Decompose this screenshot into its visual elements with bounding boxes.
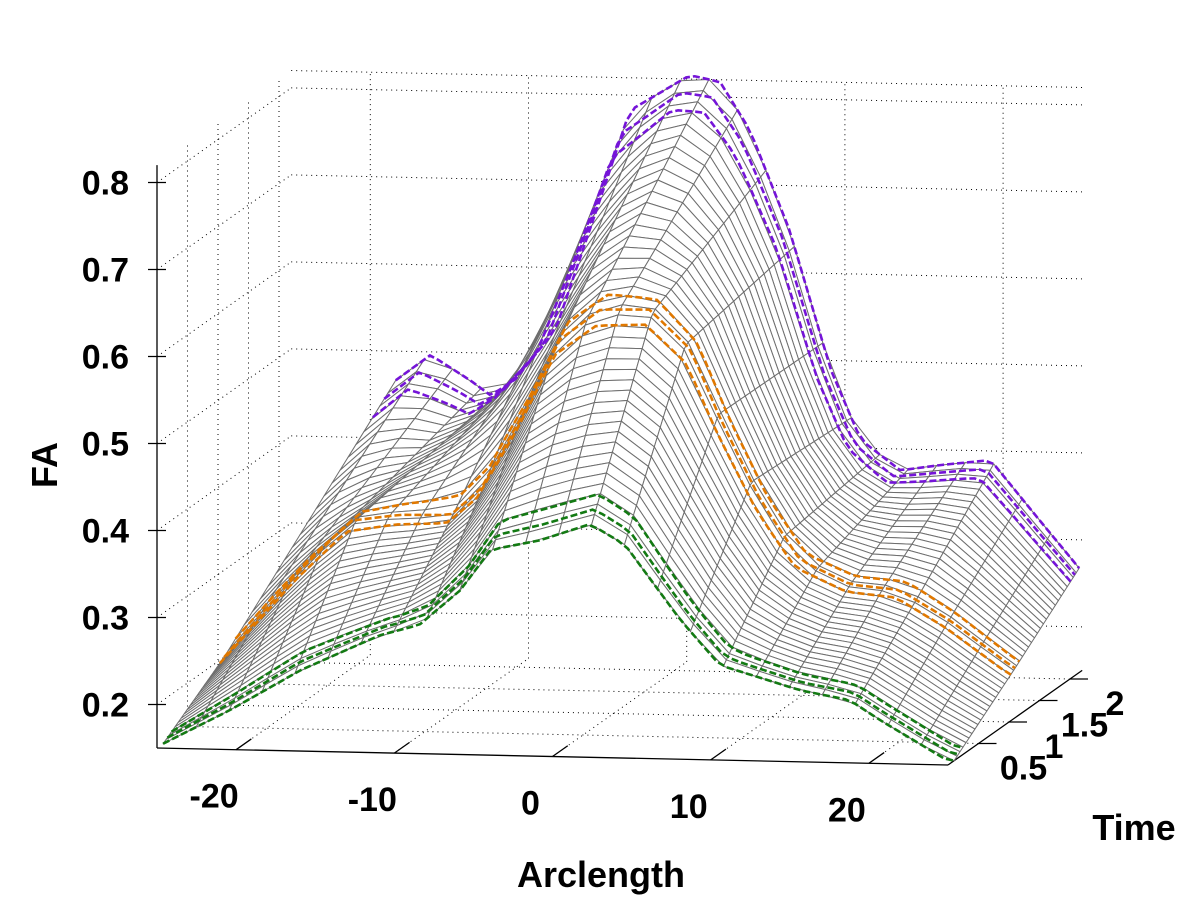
axes — [148, 165, 1088, 766]
x-tick — [393, 741, 410, 754]
profile-line-t2.15 — [394, 74, 1081, 569]
profile-line-t0.1 — [166, 508, 959, 756]
floor-time-gridline — [187, 726, 979, 744]
x-tick-label: -20 — [190, 778, 239, 816]
mesh-quad — [904, 502, 940, 511]
z-tick-label: 0.2 — [82, 687, 129, 725]
z-tick-label: 0.8 — [82, 165, 129, 203]
z-tick-label: 0.5 — [82, 426, 129, 464]
mesh-quad — [608, 336, 646, 350]
x-axis-label: Arclength — [517, 854, 685, 895]
x-tick — [552, 745, 569, 758]
z-tick-label: 0.7 — [82, 252, 129, 290]
mesh-quad — [602, 358, 640, 371]
z-tick-label: 0.4 — [82, 513, 129, 551]
floor-time-gridline — [217, 704, 1010, 723]
mesh-quad — [605, 347, 643, 360]
time-tick-label: 2 — [1106, 685, 1125, 723]
mesh-quad — [892, 520, 928, 528]
back-wall-top-gridline — [291, 70, 1083, 88]
z-tick-label: 0.3 — [82, 600, 129, 638]
floor-time-gridline — [278, 661, 1071, 680]
left-wall-z-gridline — [156, 348, 292, 444]
mesh-quad — [611, 325, 649, 339]
x-tick — [710, 748, 727, 761]
x-tick-label: 0 — [521, 785, 540, 823]
left-wall-z-gridline — [156, 174, 292, 270]
tick-labels: 0.20.30.40.50.60.70.8-20 -10 0 10 200.511.52 — [82, 165, 1125, 830]
profile-line-t2.15 — [372, 109, 1072, 583]
mesh-quad — [617, 246, 656, 259]
left-wall-z-gridline — [156, 261, 292, 357]
x-tick — [868, 752, 885, 764]
z-tick-label: 0.6 — [82, 339, 129, 377]
floor-x-gridline — [394, 658, 529, 754]
left-wall-z-gridline — [156, 87, 292, 183]
mesh-quad — [896, 514, 932, 522]
x-tick-label: -10 — [348, 781, 397, 819]
time-axis-line — [947, 669, 1083, 766]
z-axis-label: FA — [24, 442, 65, 488]
time-tick-label: 1.5 — [1061, 707, 1108, 745]
mesh-quad — [599, 368, 637, 382]
mesh-quad — [920, 739, 958, 762]
highlighted-profiles — [162, 74, 1081, 762]
left-wall-z-gridline — [156, 435, 292, 531]
profile-line-t1.1 — [223, 308, 1016, 670]
profile-line-t2.15 — [383, 91, 1076, 576]
y-axis-label: Time — [1092, 807, 1175, 848]
profile-line-t0.1 — [170, 493, 963, 749]
floor-time-gridline — [248, 683, 1040, 701]
time-tick-label: 1 — [1045, 728, 1064, 766]
floor-x-gridline — [552, 661, 687, 757]
x-tick-label: 20 — [828, 791, 866, 829]
mesh-quad — [900, 508, 936, 516]
surface-mesh — [162, 78, 1080, 762]
time-tick-label: 0.5 — [1000, 750, 1047, 788]
profile-line-t0.1 — [162, 523, 955, 762]
profile-line-t1.1 — [218, 323, 1012, 676]
x-tick — [235, 738, 252, 751]
x-tick-label: 10 — [670, 788, 708, 826]
profile-line-t1.1 — [234, 293, 1021, 663]
